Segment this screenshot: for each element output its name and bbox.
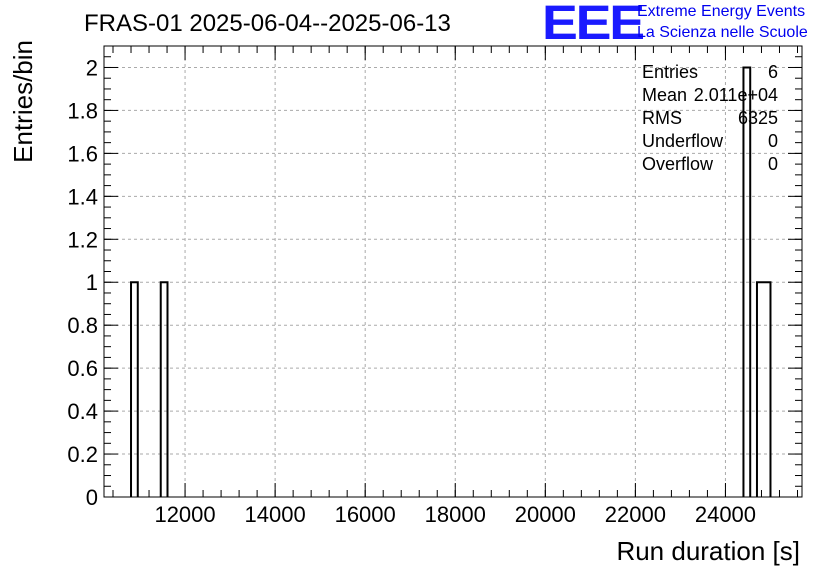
y-tick-label: 0.4 [67,399,98,424]
logo-line-1: Extreme Energy Events [637,3,806,20]
y-tick-label: 0.6 [67,356,98,381]
histogram-bars [130,66,772,497]
x-tick-label: 20000 [515,502,576,527]
y-tick-label: 1.4 [67,184,98,209]
stats-value: 6 [767,62,778,82]
y-tick-label: 0.8 [67,313,98,338]
x-tick-label: 14000 [245,502,306,527]
stats-row: Entries 6 [642,61,778,84]
histogram-bin [130,281,139,497]
stats-key: RMS [642,108,682,128]
grid-lines [104,46,802,497]
stats-value: 0 [767,131,778,151]
eee-logo: EEE [542,0,645,50]
stats-row: RMS 6325 [642,107,778,130]
axis-ticks [104,45,802,498]
x-tick-label: 16000 [335,502,396,527]
stats-value: 2.011e+04 [693,85,778,105]
y-tick-label: 1 [86,270,98,295]
y-tick-label: 1.8 [67,98,98,123]
y-axis-label: Entries/bin [8,40,38,163]
histogram-bin [742,66,752,497]
stats-key: Mean [642,85,688,105]
histogram-bin [159,281,169,497]
stats-row: Mean 2.011e+04 [642,84,778,107]
y-tick-label: 1.6 [67,141,98,166]
tick-labels: 0 0.2 0.4 0.6 0.8 1 1.2 1.4 1.6 1.8 2 12000 14000 160… [67,55,756,527]
x-tick-label: 18000 [425,502,486,527]
histogram-bin [755,281,772,497]
stats-row: Underflow 0 [642,130,778,153]
x-tick-label: 12000 [154,502,215,527]
x-axis-label: Run duration [s] [616,536,800,566]
stats-key: Underflow [642,131,724,151]
stats-row: Overflow 0 [642,153,778,176]
y-tick-label: 1.2 [67,227,98,252]
logo-line-2: La Scienza nelle Scuole [637,24,808,41]
stats-value: 0 [767,154,778,174]
stats-value: 6325 [737,108,778,128]
stats-box: Entries 6 Mean 2.011e+04 RMS 6325 Underf… [642,61,778,176]
stats-key: Entries [642,62,699,82]
y-tick-label: 0.2 [67,442,98,467]
x-tick-label: 24000 [695,502,756,527]
stats-key: Overflow [642,154,714,174]
chart-title: FRAS-01 2025-06-04--2025-06-13 [84,10,451,37]
y-tick-label: 0 [86,485,98,510]
y-tick-label: 2 [86,55,98,80]
x-tick-label: 22000 [605,502,666,527]
